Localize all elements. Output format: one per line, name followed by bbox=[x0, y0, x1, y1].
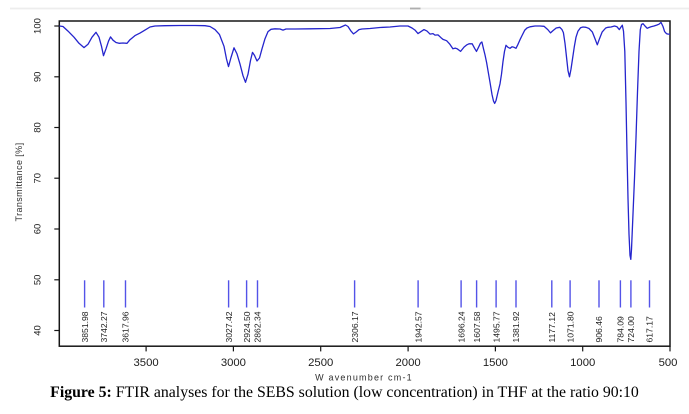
svg-text:2924.50: 2924.50 bbox=[242, 311, 252, 342]
svg-text:70: 70 bbox=[33, 173, 44, 184]
svg-text:1177.12: 1177.12 bbox=[547, 312, 557, 343]
svg-text:1607.58: 1607.58 bbox=[472, 311, 482, 342]
svg-text:3000: 3000 bbox=[221, 357, 246, 369]
svg-text:2306.17: 2306.17 bbox=[350, 311, 360, 342]
svg-text:500: 500 bbox=[659, 357, 678, 369]
svg-text:1696.24: 1696.24 bbox=[456, 311, 466, 342]
svg-text:90: 90 bbox=[33, 72, 44, 83]
svg-text:2862.34: 2862.34 bbox=[253, 311, 263, 342]
svg-text:3742.27: 3742.27 bbox=[99, 311, 109, 342]
svg-text:60: 60 bbox=[33, 224, 44, 235]
svg-text:Transmittance [%]: Transmittance [%] bbox=[14, 143, 24, 222]
svg-text:W avenumber cm-1: W avenumber cm-1 bbox=[315, 373, 413, 383]
svg-text:1500: 1500 bbox=[483, 357, 508, 369]
svg-text:80: 80 bbox=[33, 122, 44, 133]
svg-text:3027.42: 3027.42 bbox=[224, 311, 234, 342]
svg-text:40: 40 bbox=[33, 325, 44, 336]
svg-text:1381.92: 1381.92 bbox=[511, 311, 521, 342]
svg-text:100: 100 bbox=[33, 18, 44, 34]
svg-text:3851.98: 3851.98 bbox=[80, 311, 90, 342]
svg-text:1000: 1000 bbox=[570, 357, 595, 369]
svg-text:2500: 2500 bbox=[308, 357, 333, 369]
svg-text:50: 50 bbox=[33, 275, 44, 286]
svg-text:1071.80: 1071.80 bbox=[565, 311, 575, 342]
svg-text:906.46: 906.46 bbox=[594, 316, 604, 343]
svg-text:784.09: 784.09 bbox=[616, 316, 626, 343]
svg-text:2000: 2000 bbox=[396, 357, 421, 369]
svg-text:1942.57: 1942.57 bbox=[413, 311, 423, 342]
svg-text:1495.77: 1495.77 bbox=[491, 311, 501, 342]
svg-text:3617.96: 3617.96 bbox=[121, 311, 131, 342]
svg-text:3500: 3500 bbox=[134, 357, 159, 369]
svg-text:Figure 5: FTIR analyses for th: Figure 5: FTIR analyses for the SEBS sol… bbox=[50, 384, 639, 401]
svg-text:617.17: 617.17 bbox=[645, 316, 655, 343]
svg-text:724.00: 724.00 bbox=[626, 316, 636, 343]
